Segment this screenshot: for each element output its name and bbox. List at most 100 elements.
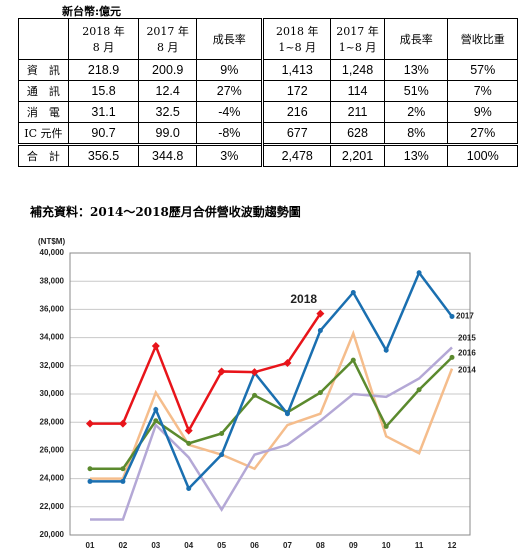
series-line (90, 356, 453, 470)
data-point (252, 392, 258, 398)
plot-border (69, 252, 471, 536)
table-cell: IC 元件 (18, 122, 69, 145)
data-point (317, 328, 323, 334)
table-cell: 3% (196, 143, 265, 167)
x-tick-label: 12 (448, 541, 457, 550)
table-row: IC 元件 90.7 99.0 -8% 677 628 8% 27% (18, 122, 518, 145)
series-label: 2016 (458, 348, 476, 357)
series-label: 2017 (456, 312, 474, 321)
table-cell: 成長率 (196, 18, 265, 60)
table-cell: 13% (384, 143, 449, 167)
y-tick-label: 22,000 (40, 502, 65, 511)
table-cell: 100% (447, 143, 518, 167)
x-tick-label: 11 (415, 541, 424, 550)
data-point (316, 309, 325, 318)
data-point (184, 426, 193, 435)
data-point (350, 289, 356, 295)
x-tick-label: 03 (151, 541, 160, 550)
x-tick-label: 04 (184, 541, 193, 550)
y-tick-label: 36,000 (40, 305, 65, 314)
table-cell: 合 計 (18, 143, 69, 167)
table-cell: 344.8 (138, 143, 198, 167)
x-tick-label: 05 (217, 541, 226, 550)
table-cell: 2017 年 1~8 月 (330, 18, 386, 60)
table-cell: 2018 年 1~8 月 (262, 18, 332, 60)
y-tick-label: 26,000 (40, 446, 65, 455)
table-cell: 9% (447, 101, 518, 123)
series-label: 2018 (290, 292, 317, 306)
data-point (153, 418, 159, 424)
table-cell: 消 電 (18, 101, 69, 123)
table-cell: -4% (196, 101, 265, 123)
table-cell: 2018 年 8 月 (67, 18, 140, 60)
x-tick-label: 09 (349, 541, 358, 550)
series-line (90, 329, 454, 480)
x-tick-label: 10 (382, 541, 391, 550)
series-line (90, 312, 322, 434)
table-cell: -8% (196, 122, 265, 145)
data-point (416, 270, 422, 276)
data-point (186, 485, 192, 491)
x-tick-label: 02 (118, 541, 127, 550)
table-row: 消 電 31.1 32.5 -4% 216 211 2% 9% (18, 101, 518, 123)
table-cell: 114 (330, 80, 386, 102)
table-cell: 1,248 (330, 59, 386, 81)
table-cell: 99.0 (138, 122, 198, 145)
table-cell: 172 (262, 80, 332, 102)
data-point (120, 478, 126, 484)
table-cell: 32.5 (138, 101, 198, 123)
x-tick-label: 01 (86, 541, 95, 550)
y-axis-title: (NT$M) (38, 237, 65, 246)
data-point (118, 419, 127, 428)
data-point (383, 423, 389, 429)
table-cell: 9% (196, 59, 265, 81)
data-point (416, 387, 422, 393)
y-tick-label: 24,000 (40, 474, 65, 483)
x-tick-label: 07 (283, 541, 292, 550)
y-tick-label: 38,000 (40, 276, 65, 285)
data-point (283, 358, 292, 367)
data-point (153, 407, 159, 413)
data-point (120, 466, 126, 472)
data-point (151, 342, 160, 351)
y-tick-label: 30,000 (40, 389, 65, 398)
y-tick-label: 34,000 (40, 333, 65, 342)
revenue-table: 2018 年 8 月 2017 年 8 月成長率 2018 年 1~8 月 2017 … (18, 18, 518, 167)
table-cell: 27% (447, 122, 518, 145)
series-label: 2014 (458, 366, 476, 375)
data-point (87, 466, 93, 472)
y-tick-label: 20,000 (40, 530, 65, 539)
table-cell: 356.5 (67, 143, 140, 167)
table-cell: 2,201 (330, 143, 386, 167)
table-cell (18, 18, 69, 60)
data-point (284, 411, 290, 417)
table-cell: 2,478 (262, 143, 332, 167)
data-point (87, 478, 93, 484)
data-point (350, 357, 356, 363)
data-point (250, 368, 259, 377)
data-point (86, 419, 94, 428)
table-cell: 1,413 (262, 59, 332, 81)
table-cell: 成長率 (384, 18, 449, 60)
unit-label: 新台幣:億元 (62, 5, 122, 18)
y-tick-label: 40,000 (40, 248, 65, 257)
y-tick-label: 28,000 (40, 417, 65, 426)
series-label: 2015 (458, 334, 476, 343)
data-point (219, 452, 225, 458)
data-point (383, 347, 389, 353)
table-cell: 51% (384, 80, 449, 102)
data-point (186, 440, 192, 446)
series-line (90, 270, 453, 491)
table-row: 合 計 356.5 344.8 3% 2,478 2,201 13% 100% (18, 143, 518, 167)
x-tick-label: 06 (250, 541, 259, 550)
chart-title: 補充資料：2014～2018歷月合併營收波動趨勢圖 (30, 205, 301, 219)
data-point (217, 367, 226, 376)
data-point (317, 390, 323, 396)
data-point (449, 354, 455, 360)
x-tick-label: 08 (316, 541, 325, 550)
data-point (219, 430, 225, 436)
data-point (449, 313, 455, 319)
series-line (90, 346, 453, 521)
